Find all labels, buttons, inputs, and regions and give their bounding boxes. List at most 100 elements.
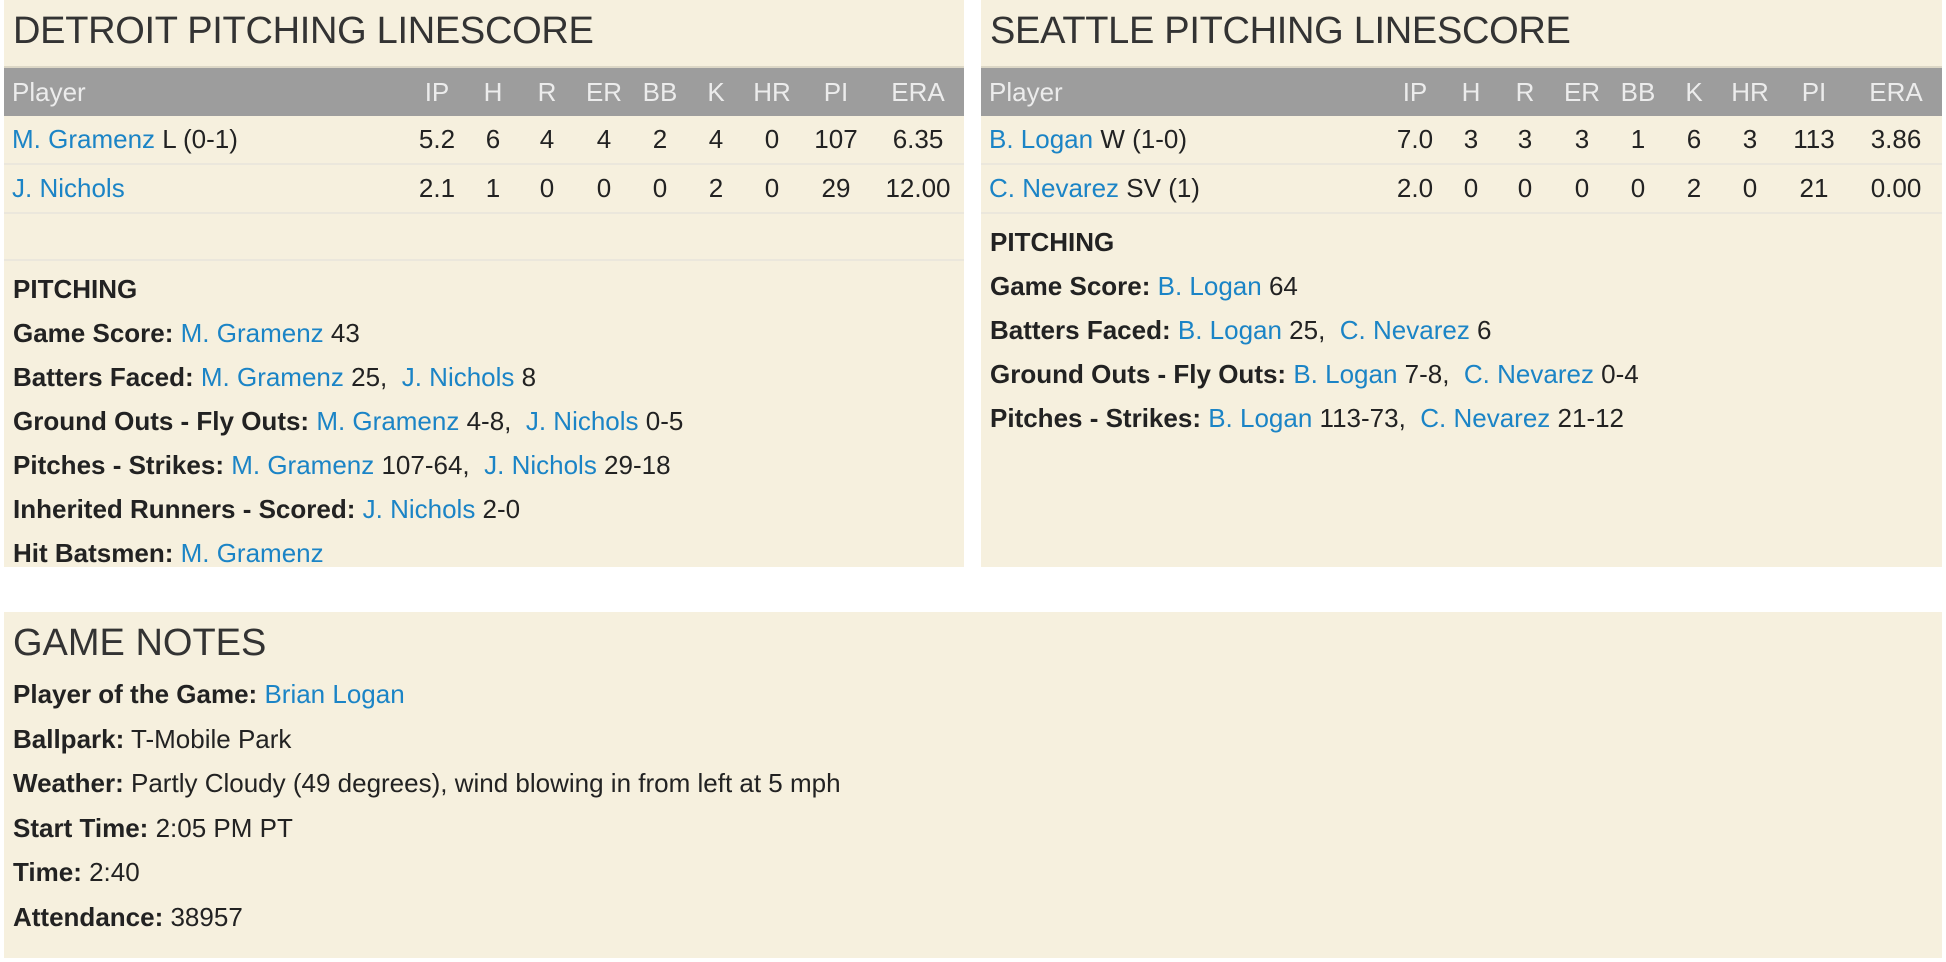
stat-cell: 12.00 bbox=[872, 164, 964, 214]
player-link[interactable]: B. Logan bbox=[1177, 315, 1282, 345]
player-link[interactable]: B. Logan bbox=[1293, 359, 1398, 389]
stat-cell: 0 bbox=[1446, 164, 1496, 214]
stat-cell: 0 bbox=[576, 164, 632, 214]
column-header[interactable]: H bbox=[468, 66, 518, 116]
stat-cell: 0.00 bbox=[1850, 164, 1942, 214]
player-link[interactable]: C. Nevarez bbox=[1463, 359, 1594, 389]
table-row: C. Nevarez SV (1) 2.0 0 0 0 0 2 0 21 0.00 bbox=[981, 164, 1942, 214]
player-link[interactable]: J. Nichols bbox=[362, 494, 476, 524]
player-link[interactable]: C. Nevarez bbox=[989, 173, 1120, 203]
stat-cell: 29 bbox=[800, 164, 872, 214]
column-header[interactable]: Player bbox=[981, 66, 1384, 116]
line-value: 0-5 bbox=[638, 406, 684, 436]
game-notes-panel: GAME NOTES Player of the Game: Brian Log… bbox=[4, 612, 1942, 958]
line-value: 25, bbox=[343, 362, 395, 392]
line-label: Game Score: bbox=[13, 318, 174, 348]
stat-cell: 113 bbox=[1778, 116, 1850, 165]
player-link[interactable]: M. Gramenz bbox=[180, 318, 324, 348]
stat-cell: 4 bbox=[688, 116, 744, 165]
column-header[interactable]: IP bbox=[406, 66, 468, 116]
column-header[interactable]: K bbox=[688, 66, 744, 116]
line-value: 113-73, bbox=[1312, 403, 1414, 433]
player-link[interactable]: B. Logan bbox=[1157, 271, 1262, 301]
line-value: 21-12 bbox=[1550, 403, 1625, 433]
player-link[interactable]: C. Nevarez bbox=[1420, 403, 1551, 433]
line-label: Pitches - Strikes: bbox=[13, 450, 224, 480]
column-header[interactable]: Player bbox=[4, 66, 406, 116]
line-label: Ground Outs - Fly Outs: bbox=[990, 359, 1287, 389]
column-header[interactable]: K bbox=[1666, 66, 1722, 116]
table-row: B. Logan W (1-0) 7.0 3 3 3 1 6 3 113 3.86 bbox=[981, 116, 1942, 165]
column-header[interactable]: ERA bbox=[1850, 66, 1942, 116]
stat-cell: 0 bbox=[1722, 164, 1778, 214]
stat-cell: 5.2 bbox=[406, 116, 468, 165]
stat-cell: 7.0 bbox=[1384, 116, 1446, 165]
stat-cell: 1 bbox=[468, 164, 518, 214]
stat-cell: 6 bbox=[468, 116, 518, 165]
column-header[interactable]: R bbox=[1496, 66, 1554, 116]
pitching-heading: PITCHING bbox=[13, 274, 138, 304]
line-label: Batters Faced: bbox=[990, 315, 1171, 345]
note-line: Attendance: 38957 bbox=[4, 895, 1942, 940]
table-header-row: Player IP H R ER BB K HR PI ERA bbox=[4, 66, 964, 116]
table-row: J. Nichols 2.1 1 0 0 0 2 0 29 12.00 bbox=[4, 164, 964, 214]
player-link[interactable]: J. Nichols bbox=[525, 406, 639, 436]
column-header[interactable]: PI bbox=[800, 66, 872, 116]
player-link[interactable]: J. Nichols bbox=[484, 450, 597, 480]
player-cell: M. Gramenz L (0-1) bbox=[4, 116, 406, 165]
stat-cell: 4 bbox=[576, 116, 632, 165]
player-link[interactable]: J. Nichols bbox=[401, 362, 515, 392]
player-link[interactable]: B. Logan bbox=[989, 124, 1094, 154]
column-header[interactable]: HR bbox=[744, 66, 800, 116]
column-header[interactable]: ERA bbox=[872, 66, 964, 116]
line-value: 107-64, bbox=[374, 450, 477, 480]
line-label: Hit Batsmen: bbox=[13, 538, 174, 568]
line-value: 0-4 bbox=[1593, 359, 1639, 389]
player-cell: J. Nichols bbox=[4, 164, 406, 214]
pitching-line: Hit Batsmen: M. Gramenz bbox=[13, 531, 955, 575]
column-header[interactable]: R bbox=[518, 66, 576, 116]
note-label: Time: bbox=[13, 857, 82, 887]
decision-note: L (0-1) bbox=[162, 124, 238, 154]
line-value: 25, bbox=[1281, 315, 1333, 345]
column-header[interactable]: HR bbox=[1722, 66, 1778, 116]
pitching-line: Inherited Runners - Scored: J. Nichols 2… bbox=[13, 487, 955, 531]
stat-cell: 2 bbox=[688, 164, 744, 214]
stat-cell: 6.35 bbox=[872, 116, 964, 165]
seattle-linescore-table: Player IP H R ER BB K HR PI ERA B. Logan W (1-0) 7.… bbox=[981, 66, 1942, 214]
column-header[interactable]: IP bbox=[1384, 66, 1446, 116]
player-link[interactable]: M. Gramenz bbox=[180, 538, 324, 568]
column-header[interactable]: H bbox=[1446, 66, 1496, 116]
note-value: 2:40 bbox=[81, 857, 140, 887]
player-link[interactable]: M. Gramenz bbox=[12, 124, 156, 154]
player-link[interactable]: M. Gramenz bbox=[231, 450, 375, 480]
player-link[interactable]: J. Nichols bbox=[12, 173, 125, 203]
line-label: Ground Outs - Fly Outs: bbox=[13, 406, 310, 436]
stat-cell: 0 bbox=[1610, 164, 1666, 214]
player-link[interactable]: C. Nevarez bbox=[1339, 315, 1470, 345]
player-link[interactable]: B. Logan bbox=[1208, 403, 1313, 433]
note-line: Ballpark: T-Mobile Park bbox=[4, 717, 1942, 762]
column-header[interactable]: BB bbox=[1610, 66, 1666, 116]
note-value: 2:05 PM PT bbox=[148, 812, 293, 843]
note-value: 38957 bbox=[163, 901, 243, 932]
column-header[interactable]: ER bbox=[1554, 66, 1610, 116]
stat-cell: 0 bbox=[744, 116, 800, 165]
decision-note: SV (1) bbox=[1126, 173, 1200, 203]
pitching-details: PITCHING Game Score: M. Gramenz 43 Batters… bbox=[4, 261, 964, 581]
player-link[interactable]: M. Gramenz bbox=[316, 406, 460, 436]
player-link[interactable]: Brian Logan bbox=[264, 679, 405, 709]
column-header[interactable]: BB bbox=[632, 66, 688, 116]
stat-cell: 3 bbox=[1446, 116, 1496, 165]
note-line: Player of the Game: Brian Logan bbox=[4, 672, 1942, 717]
player-link[interactable]: M. Gramenz bbox=[200, 362, 344, 392]
stat-cell: 3 bbox=[1496, 116, 1554, 165]
detroit-pitching-panel: DETROIT PITCHING LINESCORE Player IP H R ER BB… bbox=[4, 0, 964, 568]
column-header[interactable]: PI bbox=[1778, 66, 1850, 116]
column-header[interactable]: ER bbox=[576, 66, 632, 116]
note-label: Ballpark: bbox=[13, 723, 125, 754]
pitching-line: Pitches - Strikes: B. Logan 113-73, C. N… bbox=[990, 396, 1933, 440]
note-label: Weather: bbox=[13, 768, 124, 798]
table-row: M. Gramenz L (0-1) 5.2 6 4 4 2 4 0 107 6.35 bbox=[4, 116, 964, 165]
stat-cell: 0 bbox=[518, 164, 576, 214]
